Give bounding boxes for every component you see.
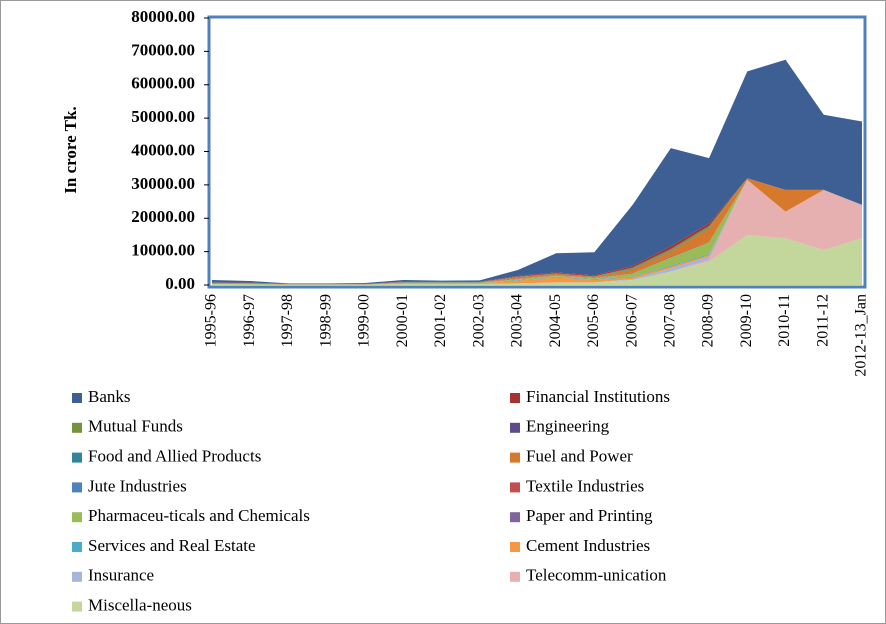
legend-label: Mutual Funds <box>88 417 183 436</box>
legend-label: Food and Allied Products <box>88 447 261 466</box>
x-tick-label: 2005-06 <box>585 294 602 347</box>
legend-swatch <box>510 512 520 523</box>
legend-label: Engineering <box>526 417 610 436</box>
y-tick-label: 70000.00 <box>131 40 195 59</box>
legend-label: Financial Institutions <box>526 387 670 406</box>
legend-swatch <box>72 422 82 433</box>
legend-swatch <box>510 452 520 463</box>
x-tick-label: 2010-11 <box>776 294 793 347</box>
x-tick-label: 2008-09 <box>700 294 717 347</box>
area <box>212 179 862 285</box>
area <box>212 59 862 284</box>
areas <box>212 59 862 285</box>
legend-swatch <box>72 542 82 552</box>
x-tick-label: 2004-05 <box>547 294 564 347</box>
y-tick-label: 60000.00 <box>131 74 195 93</box>
x-tick-label: 2001-02 <box>432 294 449 347</box>
area <box>212 179 862 285</box>
x-tick-label: 2012-13_Jan <box>853 294 870 377</box>
x-tick-label: 1997-98 <box>279 294 296 347</box>
x-tick-label: 1995-96 <box>203 294 220 347</box>
x-tick-label: 2003-04 <box>509 294 526 347</box>
x-tick-label: 2000-01 <box>394 294 411 347</box>
y-tick-label: 50000.00 <box>131 107 195 126</box>
y-tick-label: 0.00 <box>165 274 195 293</box>
legend-label: Banks <box>88 387 131 406</box>
legend-label: Pharmaceu-ticals and Chemicals <box>88 506 310 525</box>
legend-swatch <box>72 393 82 403</box>
legend-label: Paper and Printing <box>526 506 653 525</box>
y-tick-label: 20000.00 <box>131 207 195 226</box>
legend-swatch <box>510 393 520 403</box>
legend-swatch <box>510 482 520 493</box>
legend-swatch <box>72 452 82 463</box>
legend-swatch <box>72 571 82 582</box>
y-tick-label: 80000.00 <box>131 7 195 26</box>
area <box>212 234 862 285</box>
y-tick-label: 30000.00 <box>131 174 195 193</box>
legend-swatch <box>72 512 82 523</box>
legend-label: Services and Real Estate <box>88 536 256 555</box>
legend-swatch <box>72 482 82 493</box>
legend-label: Textile Industries <box>526 476 644 495</box>
legend-label: Miscella-neous <box>88 596 192 615</box>
legend-label: Cement Industries <box>526 536 650 555</box>
x-tick-label: 2009-10 <box>738 294 755 347</box>
legend-label: Telecomm-unication <box>526 566 667 585</box>
legend-swatch <box>510 571 520 582</box>
x-tick-label: 1996-97 <box>241 294 258 347</box>
legend-swatch <box>510 422 520 433</box>
x-tick-label: 2002-03 <box>470 294 487 347</box>
legend-swatch <box>510 542 520 552</box>
x-tick-label: 2007-08 <box>661 294 678 347</box>
legend-label: Fuel and Power <box>526 447 633 466</box>
y-axis-label: In crore Tk. <box>61 106 80 193</box>
x-tick-label: 2006-07 <box>623 294 640 347</box>
legend-swatch <box>72 601 82 612</box>
y-tick-label: 40000.00 <box>131 140 195 159</box>
y-tick-label: 10000.00 <box>131 241 195 260</box>
legend-label: Insurance <box>88 566 154 585</box>
x-tick-label: 1998-99 <box>317 294 334 347</box>
x-tick-label: 2011-12 <box>814 294 831 347</box>
x-tick-label: 1999-00 <box>356 294 373 347</box>
legend-label: Jute Industries <box>88 476 187 495</box>
